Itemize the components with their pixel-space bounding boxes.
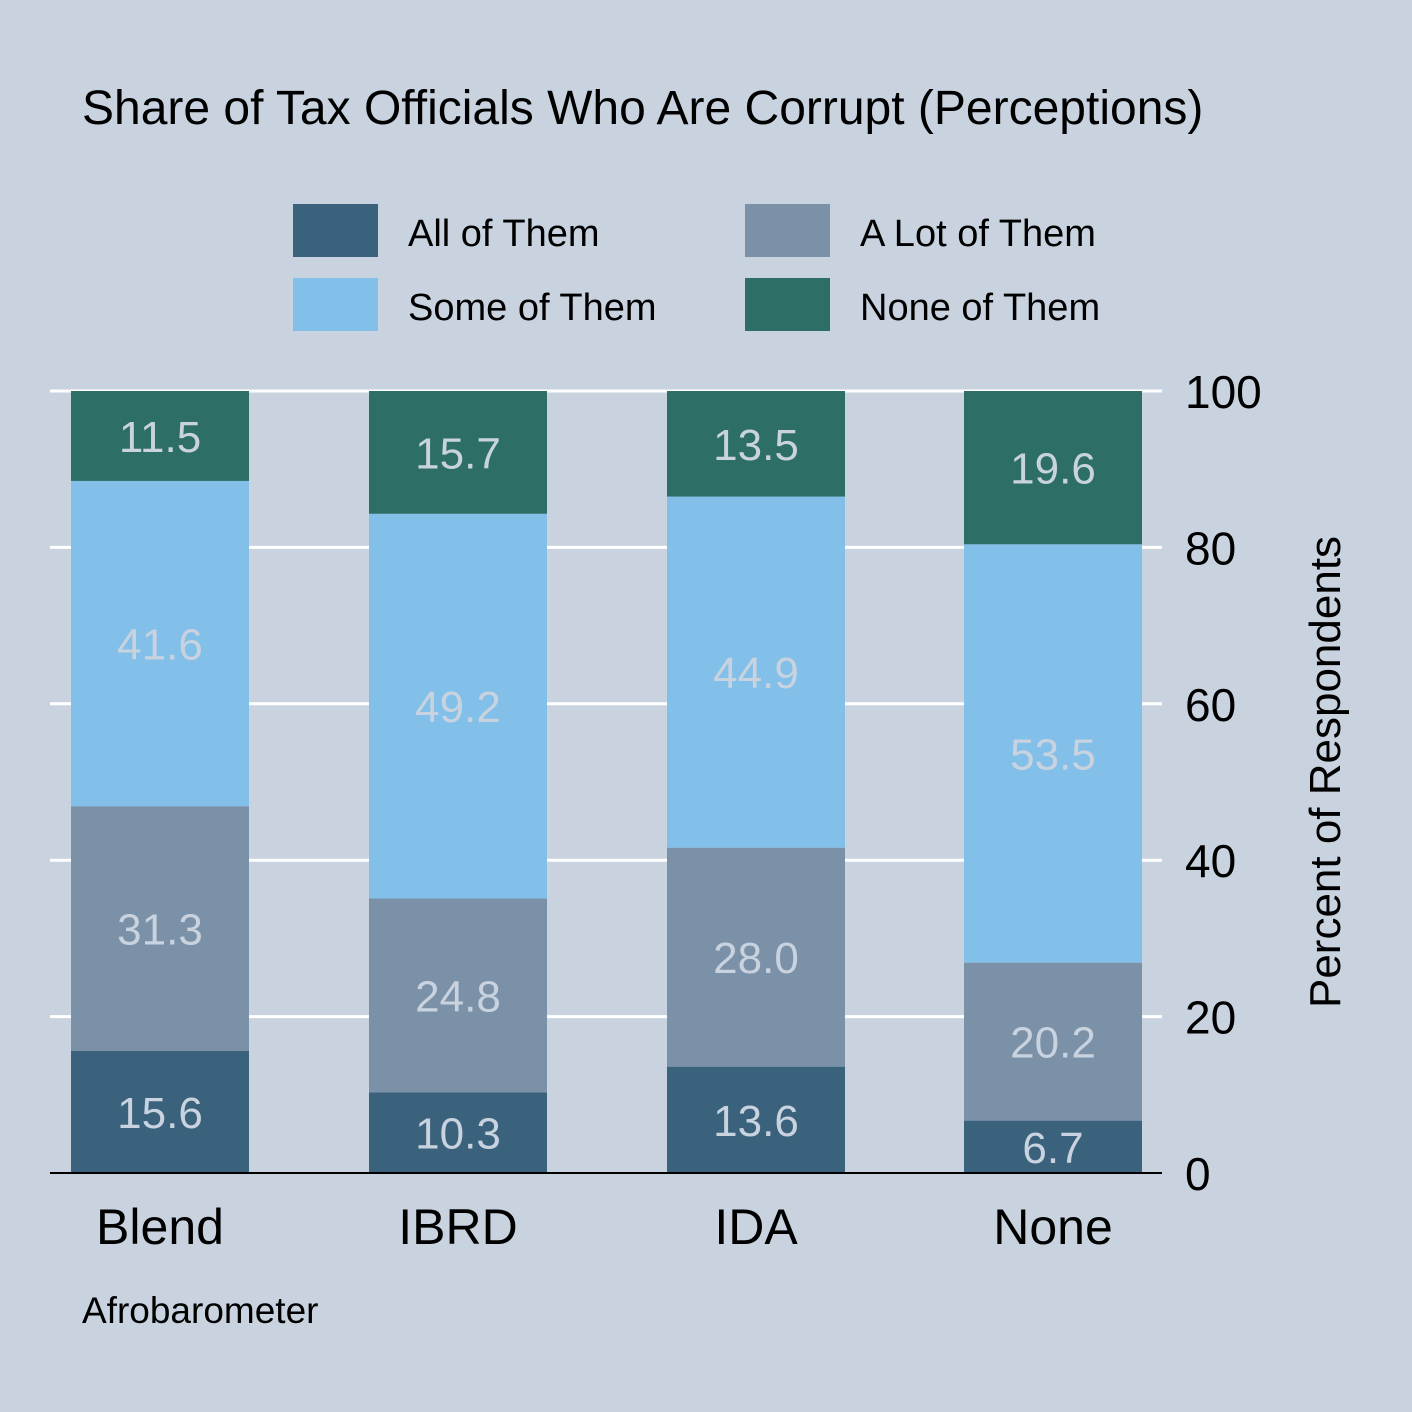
data-label: 19.6 [1010, 445, 1096, 494]
data-label: 6.7 [1022, 1124, 1083, 1173]
bar-segment [369, 391, 547, 514]
legend-label: None of Them [860, 287, 1100, 329]
legend-label: Some of Them [408, 287, 657, 329]
bar-segment [964, 962, 1142, 1121]
y-tick-label: 40 [1185, 835, 1236, 887]
bar-segment [71, 391, 249, 481]
legend-swatch [293, 204, 378, 257]
source-caption: Afrobarometer [82, 1290, 319, 1331]
legend: All of Them A Lot of Them Some of Them None… [293, 204, 1100, 331]
bar-segment [71, 480, 249, 807]
y-tick-label: 0 [1185, 1148, 1211, 1200]
data-label: 20.2 [1010, 1019, 1096, 1068]
y-tick-label: 100 [1185, 366, 1262, 418]
bar-segment [964, 544, 1142, 963]
bar-segment [369, 1092, 547, 1173]
legend-swatch [745, 278, 830, 331]
data-label: 13.5 [713, 421, 799, 470]
bar-segment [369, 898, 547, 1093]
bar-segment [71, 1051, 249, 1173]
bar-segment [964, 1120, 1142, 1173]
bar-segment [369, 513, 547, 899]
x-tick-label: IDA [714, 1199, 798, 1255]
legend-swatch [745, 204, 830, 257]
y-axis-title: Percent of Respondents [1301, 536, 1350, 1008]
data-label: 31.3 [117, 906, 203, 955]
data-label: 44.9 [713, 649, 799, 698]
x-tick-label: IBRD [398, 1199, 517, 1255]
bars: 15.6 31.3 41.6 11.5 Blend 10.3 24.8 49.2 15.7 IBR… [71, 391, 1142, 1255]
bar-segment [667, 391, 845, 497]
data-label: 11.5 [119, 413, 201, 462]
data-label: 24.8 [415, 972, 501, 1021]
data-label: 28.0 [713, 934, 799, 983]
bar-segment [667, 1066, 845, 1173]
chart-title: Share of Tax Officials Who Are Corrupt (… [82, 82, 1203, 135]
data-label: 15.7 [415, 429, 501, 478]
data-label: 41.6 [117, 621, 203, 670]
bar-segment [667, 496, 845, 848]
legend-label: All of Them [408, 213, 599, 255]
data-label: 13.6 [713, 1097, 799, 1146]
data-label: 49.2 [415, 683, 501, 732]
y-tick-label: 20 [1185, 992, 1236, 1044]
bar-segment [964, 391, 1142, 545]
x-tick-label: None [993, 1199, 1113, 1255]
data-label: 53.5 [1010, 730, 1096, 779]
x-tick-label: Blend [96, 1199, 224, 1255]
bar-segment [667, 847, 845, 1067]
data-label: 15.6 [117, 1089, 203, 1138]
y-tick-label: 80 [1185, 522, 1236, 574]
legend-label: A Lot of Them [860, 213, 1096, 255]
bar-segment [71, 806, 249, 1052]
y-tick-label: 60 [1185, 679, 1236, 731]
legend-swatch [293, 278, 378, 331]
data-label: 10.3 [415, 1110, 501, 1159]
